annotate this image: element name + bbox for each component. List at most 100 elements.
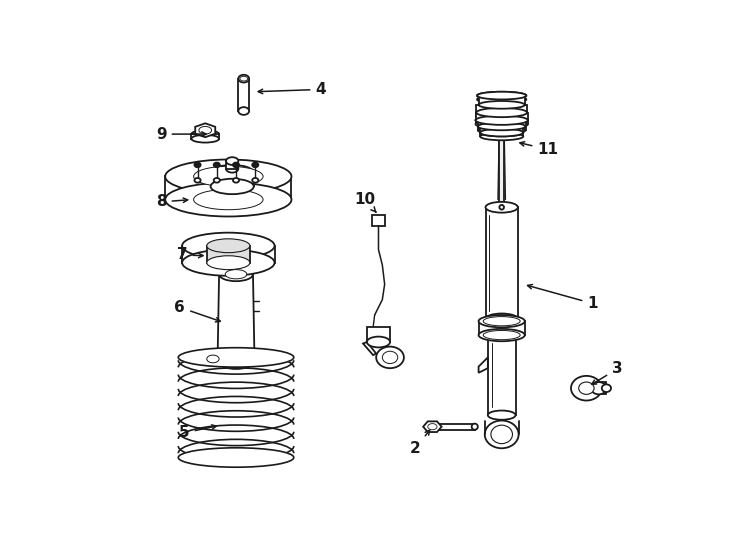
Bar — [479, 105, 525, 109]
Bar — [372, 215, 385, 226]
Bar — [367, 327, 390, 342]
Ellipse shape — [226, 157, 239, 165]
Ellipse shape — [219, 267, 253, 281]
Ellipse shape — [478, 123, 526, 130]
Ellipse shape — [477, 96, 526, 103]
Ellipse shape — [499, 205, 504, 210]
Ellipse shape — [485, 202, 518, 213]
Ellipse shape — [376, 347, 404, 368]
Polygon shape — [195, 123, 215, 137]
Ellipse shape — [602, 384, 611, 392]
Polygon shape — [217, 274, 255, 361]
Bar — [480, 126, 523, 132]
Ellipse shape — [214, 163, 220, 167]
Ellipse shape — [476, 116, 528, 125]
Ellipse shape — [194, 190, 263, 210]
Ellipse shape — [578, 382, 594, 394]
Text: 9: 9 — [156, 126, 206, 141]
Ellipse shape — [479, 105, 525, 112]
Text: 10: 10 — [354, 192, 376, 212]
Ellipse shape — [485, 314, 518, 325]
Ellipse shape — [479, 315, 525, 327]
Bar — [165, 177, 291, 200]
Polygon shape — [363, 342, 376, 355]
Ellipse shape — [476, 108, 527, 117]
Ellipse shape — [233, 163, 239, 167]
Bar — [479, 321, 525, 335]
Ellipse shape — [195, 178, 200, 183]
Text: 8: 8 — [156, 194, 188, 210]
Ellipse shape — [217, 354, 255, 369]
Ellipse shape — [214, 178, 220, 183]
Ellipse shape — [165, 159, 291, 193]
Text: 1: 1 — [528, 285, 597, 311]
Text: 5: 5 — [179, 425, 217, 440]
Bar — [485, 207, 518, 319]
Bar — [476, 120, 528, 124]
Ellipse shape — [182, 233, 275, 259]
Bar — [476, 105, 527, 112]
Ellipse shape — [165, 183, 291, 217]
Bar — [480, 132, 523, 137]
Ellipse shape — [483, 316, 520, 326]
Ellipse shape — [483, 330, 520, 340]
Ellipse shape — [252, 163, 258, 167]
Bar — [478, 120, 526, 126]
Ellipse shape — [476, 112, 527, 121]
Polygon shape — [479, 357, 488, 373]
Ellipse shape — [195, 163, 200, 167]
Bar — [182, 246, 275, 262]
Ellipse shape — [477, 92, 526, 99]
Ellipse shape — [479, 329, 525, 341]
Ellipse shape — [211, 165, 254, 180]
Ellipse shape — [178, 448, 294, 467]
Ellipse shape — [476, 108, 527, 117]
Ellipse shape — [477, 92, 526, 99]
Polygon shape — [423, 421, 442, 432]
Ellipse shape — [207, 256, 250, 269]
Ellipse shape — [491, 425, 512, 444]
Bar — [591, 382, 606, 394]
Ellipse shape — [426, 422, 438, 431]
Ellipse shape — [472, 423, 478, 430]
Ellipse shape — [207, 355, 219, 363]
Ellipse shape — [199, 126, 211, 134]
Ellipse shape — [484, 421, 519, 448]
Ellipse shape — [252, 178, 258, 183]
Bar — [488, 335, 515, 415]
Ellipse shape — [233, 178, 239, 183]
Ellipse shape — [211, 179, 254, 194]
Bar — [211, 173, 254, 186]
Ellipse shape — [192, 135, 219, 143]
Bar — [479, 96, 525, 105]
Ellipse shape — [194, 166, 263, 187]
Ellipse shape — [499, 109, 504, 113]
Ellipse shape — [480, 132, 523, 140]
Ellipse shape — [182, 249, 275, 276]
Bar — [192, 134, 219, 139]
Ellipse shape — [476, 119, 528, 129]
Text: 2: 2 — [410, 430, 429, 456]
Ellipse shape — [480, 129, 523, 137]
Ellipse shape — [367, 336, 390, 347]
Bar — [239, 79, 249, 111]
Text: 11: 11 — [520, 141, 559, 157]
Ellipse shape — [571, 376, 602, 401]
Ellipse shape — [479, 101, 525, 109]
Bar — [226, 161, 239, 168]
Ellipse shape — [428, 423, 437, 430]
Ellipse shape — [478, 123, 526, 130]
Ellipse shape — [591, 382, 606, 394]
Ellipse shape — [488, 330, 515, 340]
Ellipse shape — [382, 351, 398, 363]
Bar — [499, 111, 504, 207]
Ellipse shape — [207, 239, 250, 253]
Ellipse shape — [478, 126, 526, 134]
Bar — [476, 112, 528, 120]
Ellipse shape — [476, 116, 528, 125]
Bar — [432, 423, 475, 430]
Ellipse shape — [239, 107, 249, 115]
Ellipse shape — [239, 75, 249, 83]
Text: 3: 3 — [592, 361, 622, 384]
Ellipse shape — [192, 130, 219, 138]
